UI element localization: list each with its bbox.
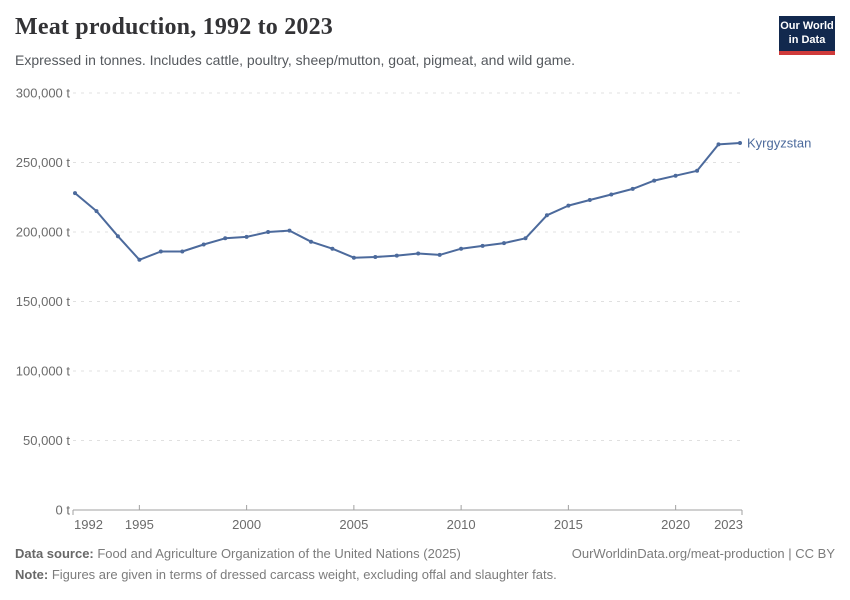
x-axis-tick-label: 2015 [554, 517, 583, 532]
x-axis-tick-label: 2005 [339, 517, 368, 532]
note-line: Note: Figures are given in terms of dres… [15, 567, 835, 582]
data-point[interactable] [223, 236, 228, 241]
x-axis-tick-label: 2020 [661, 517, 690, 532]
line-chart-plot-area: 0 t 50,000 t 100,000 t 150,000 t 200,000 t 25… [0, 80, 850, 540]
data-point[interactable] [73, 191, 77, 196]
data-point[interactable] [394, 253, 399, 258]
owid-logo[interactable]: Our World in Data [779, 16, 835, 55]
data-point[interactable] [480, 243, 485, 248]
data-source-line: Data source: Food and Agriculture Organi… [15, 546, 461, 561]
data-source-text: Food and Agriculture Organization of the… [93, 546, 461, 561]
x-axis-tick-label: 2023 [714, 517, 743, 532]
x-axis-tick-label: 2010 [447, 517, 476, 532]
note-label: Note: [15, 567, 49, 582]
data-point[interactable] [201, 242, 206, 247]
data-point[interactable] [158, 249, 163, 254]
x-axis-tick-label: 1992 [74, 517, 103, 532]
owid-logo-line2: in Data [788, 33, 826, 46]
data-point[interactable] [244, 234, 249, 239]
data-point[interactable] [716, 142, 721, 147]
data-point[interactable] [180, 249, 185, 254]
y-axis-tick-label: 50,000 t [23, 433, 70, 448]
y-axis-tick-label: 150,000 t [16, 294, 71, 309]
data-point[interactable] [609, 192, 614, 197]
y-axis-tick-label: 0 t [56, 503, 71, 518]
series-line-kyrgyzstan[interactable] [74, 142, 741, 261]
y-axis-tick-label: 300,000 t [16, 86, 71, 101]
chart-footer: Data source: Food and Agriculture Organi… [15, 546, 835, 582]
data-point[interactable] [330, 246, 335, 251]
y-axis-tick-label: 250,000 t [16, 155, 71, 170]
chart-canvas: 0 t 50,000 t 100,000 t 150,000 t 200,000 t 25… [16, 86, 812, 533]
owid-logo-line1: Our World [780, 20, 834, 32]
data-point[interactable] [416, 251, 421, 256]
owid-link[interactable]: OurWorldinData.org/meat-production | CC … [571, 546, 835, 561]
data-point[interactable] [630, 186, 635, 191]
x-axis-tick-label: 2000 [232, 517, 261, 532]
data-point[interactable] [459, 246, 464, 251]
page-title: Meat production, 1992 to 2023 [15, 14, 334, 40]
data-point[interactable] [137, 257, 142, 262]
data-point[interactable] [566, 203, 571, 208]
data-point[interactable] [523, 236, 528, 241]
data-point[interactable] [351, 255, 356, 260]
y-axis-tick-label: 200,000 t [16, 225, 71, 240]
series-label-kyrgyzstan[interactable]: Kyrgyzstan [747, 136, 811, 151]
y-axis-tick-label: 100,000 t [16, 364, 71, 379]
data-point[interactable] [544, 213, 549, 218]
data-point[interactable] [266, 230, 271, 234]
data-point[interactable] [587, 198, 592, 202]
data-point[interactable] [115, 234, 120, 239]
data-point[interactable] [287, 228, 292, 233]
data-point[interactable] [738, 141, 742, 145]
data-point[interactable] [502, 241, 506, 246]
data-source-label: Data source: [15, 546, 94, 561]
data-point[interactable] [673, 173, 678, 178]
data-point[interactable] [309, 239, 313, 244]
chart-subtitle: Expressed in tonnes. Includes cattle, po… [15, 52, 576, 68]
x-axis-tick-label: 1995 [125, 517, 154, 532]
data-point[interactable] [695, 168, 700, 173]
data-point[interactable] [437, 252, 442, 257]
note-text: Figures are given in terms of dressed ca… [48, 567, 557, 582]
data-point[interactable] [373, 255, 378, 259]
data-point[interactable] [94, 209, 99, 214]
data-point[interactable] [652, 178, 657, 183]
